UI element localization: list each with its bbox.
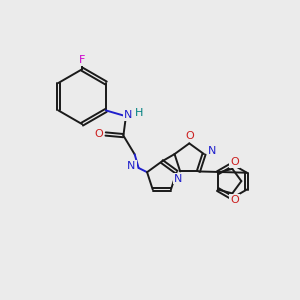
Text: N: N <box>127 161 136 171</box>
Text: N: N <box>208 146 217 156</box>
Text: O: O <box>230 195 239 205</box>
Text: H: H <box>135 108 144 118</box>
Text: O: O <box>94 129 103 139</box>
Text: N: N <box>124 110 133 120</box>
Text: F: F <box>79 55 85 65</box>
Text: N: N <box>174 173 183 184</box>
Text: O: O <box>186 131 194 141</box>
Text: O: O <box>230 158 239 167</box>
